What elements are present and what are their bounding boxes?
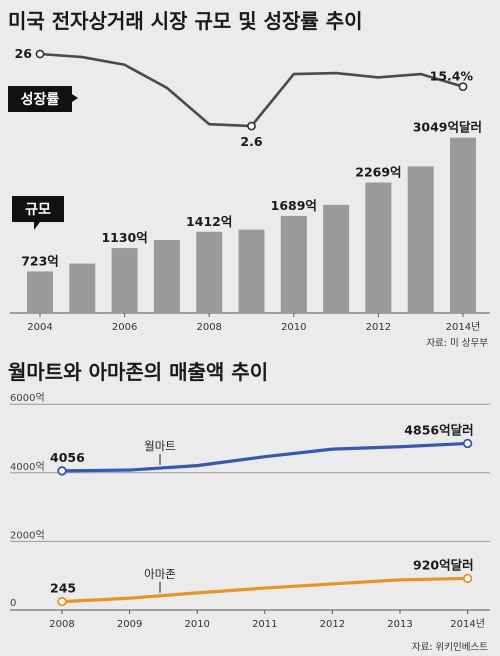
x-tick-2014: 2014년 [446, 321, 481, 333]
bar-2007 [153, 239, 180, 313]
bar-2006 [111, 248, 138, 313]
market-size-tag-shape [12, 196, 64, 230]
x2-tick-5: 2013 [387, 619, 412, 630]
x-tick-2004: 2004 [27, 322, 52, 333]
bar-label-2006: 1130억 [101, 230, 147, 245]
bar-2013 [407, 166, 434, 313]
chart1-title: 미국 전자상거래 시장 규모 및 성장률 추이 [8, 9, 363, 33]
series-1-point-6 [462, 573, 473, 584]
series-1-name: 아마존 [144, 567, 176, 581]
growth-label-2009: 2.6 [240, 134, 262, 149]
chart1-bars [27, 137, 476, 313]
bar-2012 [365, 182, 392, 313]
market-size-tag-label: 규모 [25, 202, 51, 218]
bar-2005 [69, 263, 96, 313]
series-1-point-0 [57, 596, 67, 607]
growth-point-2014 [458, 82, 468, 92]
y-tick-6000: 6000억 [10, 392, 45, 404]
bar-2009 [238, 229, 265, 313]
growth-label-2014: 15.4% [430, 69, 474, 84]
growth-label-2004: 26 [15, 46, 33, 61]
x-tick-2006: 2006 [112, 322, 137, 333]
market-size-tag: 규모 [12, 196, 64, 230]
series-line-1 [61, 576, 468, 604]
bar-2010 [280, 215, 307, 313]
x2-tick-1: 2009 [117, 619, 142, 630]
growth-rate-tag: 성장률 [8, 86, 78, 112]
x2-tick-0: 2008 [49, 619, 74, 630]
y-tick-2000: 2000억 [10, 529, 45, 541]
series-line-0 [61, 441, 468, 473]
series-0-first-label: 4056 [50, 450, 85, 465]
x2-tick-2: 2010 [184, 619, 209, 630]
bar-label-2012: 2269억 [355, 165, 401, 180]
chart2-x-ticks: 2008 2009 2010 2011 2012 2013 2014년 [49, 610, 485, 630]
series-1-first-label: 245 [50, 581, 76, 596]
y-tick-0: 0 [10, 598, 16, 609]
bar-2011 [323, 204, 350, 313]
y-tick-4000: 4000억 [10, 461, 45, 473]
chart2-grid: 6000억 4000억 2000억 0 [10, 392, 490, 609]
series-1-last-label: 920억달러 [413, 557, 474, 572]
bar-label-2010: 1689억 [271, 198, 317, 213]
series-0-name: 월마트 [144, 439, 176, 453]
chart1-bar-labels: 723억 1130억 1412억 1689억 2269억 3049억달러 [21, 120, 482, 269]
x2-tick-3: 2011 [252, 619, 277, 630]
bar-2004 [27, 271, 53, 313]
x-tick-2012: 2012 [366, 322, 391, 333]
x-tick-2008: 2008 [196, 322, 221, 333]
bar-2008 [196, 231, 223, 313]
chart2-title: 월마트와 아마존의 매출액 추이 [8, 360, 268, 384]
x2-tick-6: 2014년 [450, 618, 485, 630]
bar-2014 [450, 137, 476, 313]
bar-label-2014: 3049억달러 [413, 120, 482, 135]
chart1-source: 자료: 미 상무부 [426, 338, 488, 349]
series-0-point-6 [462, 438, 473, 449]
chart1-x-ticks: 2004 2006 2008 2010 2012 2014년 [27, 313, 480, 333]
growth-rate-tag-shape [8, 86, 78, 112]
growth-point-2009 [247, 121, 256, 131]
series-0-point-0 [57, 466, 67, 476]
chart1-growth-line: 26 2.6 15.4% [15, 46, 474, 149]
x-tick-2010: 2010 [281, 322, 306, 333]
series-0-last-label: 4856억달러 [404, 422, 473, 437]
bar-label-2004: 723억 [21, 253, 59, 268]
bar-label-2008: 1412억 [186, 214, 232, 229]
growth-rate-tag-label: 성장률 [21, 91, 60, 108]
chart2-source: 자료: 위키인베스트 [412, 641, 488, 653]
growth-point-2004 [35, 49, 45, 59]
x2-tick-4: 2012 [320, 619, 345, 630]
growth-line-path [39, 52, 464, 128]
